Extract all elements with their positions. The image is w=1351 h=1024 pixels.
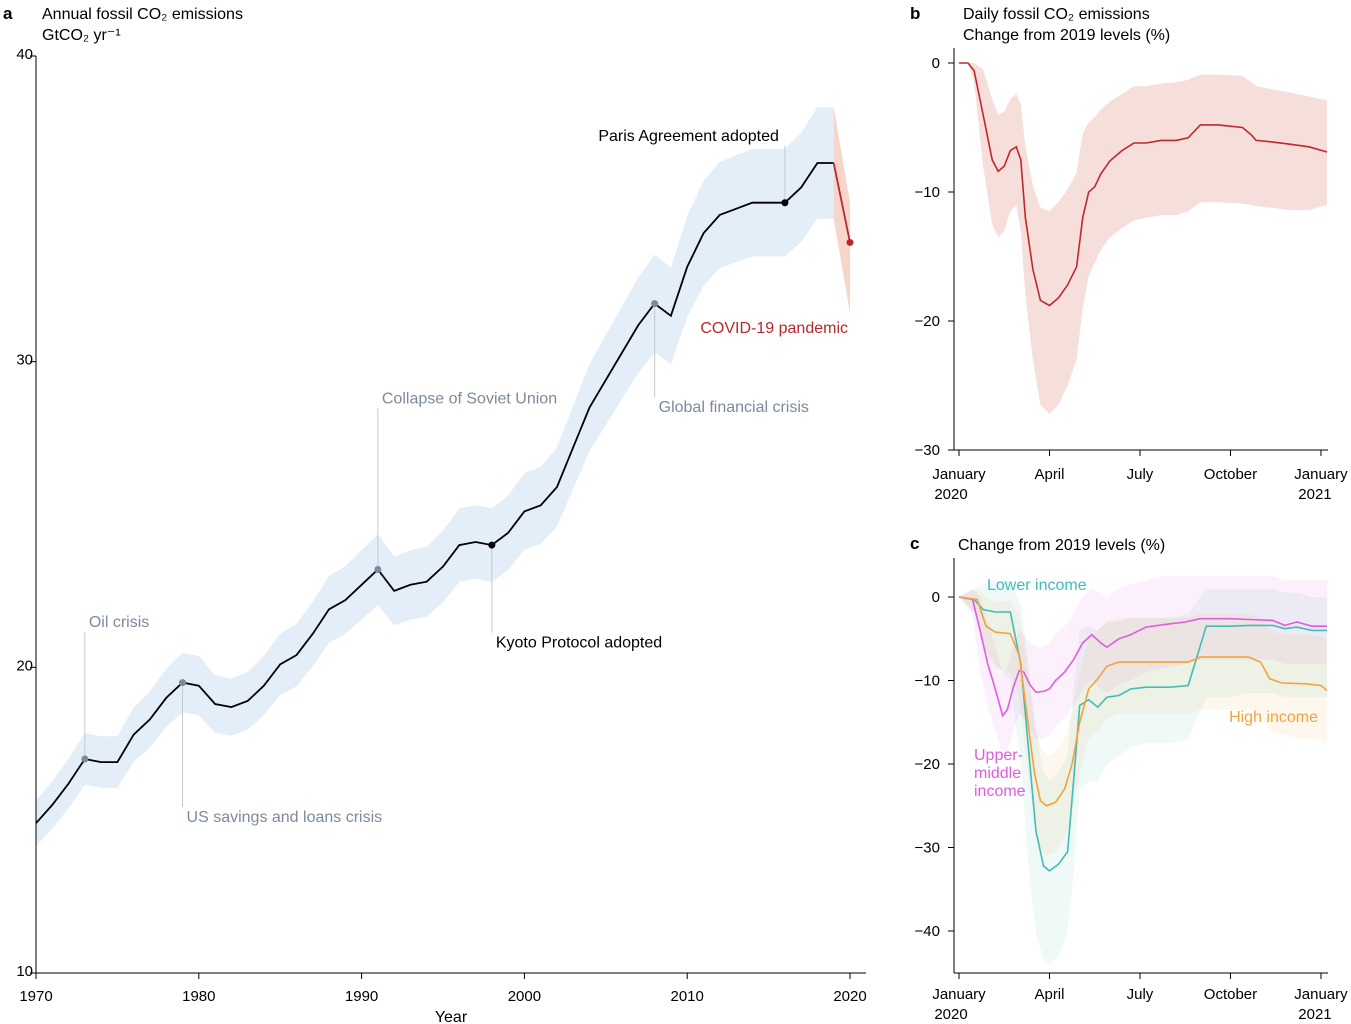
x-tick-label: January	[932, 466, 986, 483]
event-point	[488, 541, 496, 549]
event-label: Collapse of Soviet Union	[382, 391, 557, 408]
x-tick-year-label: 2020	[934, 486, 967, 503]
x-tick-label: October	[1204, 986, 1257, 1003]
x-tick-label: 1990	[345, 988, 378, 1005]
y-tick-label: 0	[932, 589, 940, 606]
x-tick-label: January	[932, 986, 986, 1003]
event-label: Paris Agreement adopted	[598, 128, 779, 145]
y-tick-label: −10	[915, 673, 940, 690]
panel-a-plot: 10 20 30 40 1970 1980 1990 2000 2010 2020 COVID-19…	[16, 46, 866, 1005]
x-tick-label: July	[1127, 986, 1154, 1003]
event-point	[374, 566, 382, 574]
panel-a-unit: GtCO₂ yr⁻¹	[42, 27, 121, 44]
emissions-line	[35, 162, 834, 824]
income-group-line	[958, 596, 1328, 807]
x-tick-label: 2010	[671, 988, 704, 1005]
series-uncertainty-band	[959, 576, 1327, 756]
panel-b-plot: 0 −10 −20 −30 January 2020 April July October Jan…	[915, 48, 1348, 503]
covid-label: COVID-19 pandemic	[700, 320, 848, 337]
daily-uncertainty-band	[959, 63, 1327, 414]
series-uncertainty-band	[959, 580, 1327, 965]
y-tick-label: 0	[932, 55, 940, 72]
y-tick-label: 30	[16, 352, 33, 369]
x-tick-label: October	[1204, 466, 1257, 483]
series-label-line: middle	[974, 765, 1021, 782]
y-tick-label: −20	[915, 313, 940, 330]
y-tick-label: −10	[915, 184, 940, 201]
covid-uncertainty-band	[833, 107, 850, 313]
series-label: Lower income	[987, 577, 1087, 594]
x-tick-label: 2020	[833, 988, 866, 1005]
x-tick-label: April	[1034, 466, 1064, 483]
series-label-line: Upper-	[974, 747, 1023, 764]
panel-a-xlabel: Year	[435, 1009, 468, 1024]
event-label: Oil crisis	[89, 614, 149, 631]
covid-point	[846, 238, 854, 246]
panel-c-plot: 0 −10 −20 −30 −40 January 2020 April July October…	[915, 558, 1348, 1023]
event-point	[179, 679, 187, 687]
series-label-line: High income	[1229, 709, 1318, 726]
panel-b-letter: b	[910, 4, 920, 23]
y-tick-label: −30	[915, 840, 940, 857]
event-point	[651, 300, 659, 308]
series-label-line: Lower income	[987, 577, 1087, 594]
panel-a-title: Annual fossil CO₂ emissions	[42, 6, 243, 23]
panel-b-subtitle: Change from 2019 levels (%)	[963, 27, 1170, 44]
panel-a-letter: a	[3, 4, 13, 23]
series-label-line: income	[974, 783, 1026, 800]
x-tick-label: January	[1294, 466, 1348, 483]
event-point	[81, 755, 89, 763]
event-point	[781, 199, 789, 207]
covid-line	[832, 162, 851, 243]
uncertainty-band	[36, 107, 834, 846]
x-tick-label: 1980	[182, 988, 215, 1005]
y-tick-label: 40	[16, 46, 33, 63]
series-label: High income	[1229, 709, 1318, 726]
y-tick-label: 10	[16, 963, 33, 980]
panel-b-title: Daily fossil CO₂ emissions	[963, 6, 1150, 23]
income-group-line	[958, 596, 1327, 718]
y-tick-label: 20	[16, 657, 33, 674]
panel-c-title: Change from 2019 levels (%)	[958, 537, 1165, 554]
series-label: Upper-middle income	[974, 747, 1026, 800]
x-tick-label: July	[1127, 466, 1154, 483]
y-tick-label: −20	[915, 756, 940, 773]
series-uncertainty-band	[959, 588, 1327, 856]
x-tick-label: January	[1294, 986, 1348, 1003]
y-tick-label: −30	[915, 442, 940, 459]
x-tick-year-label: 2021	[1298, 486, 1331, 503]
event-label: US savings and loans crisis	[187, 809, 383, 826]
event-label: Kyoto Protocol adopted	[496, 635, 662, 652]
x-tick-year-label: 2021	[1298, 1006, 1331, 1023]
daily-change-line	[959, 62, 1328, 307]
x-tick-label: 2000	[508, 988, 541, 1005]
panel-c-letter: c	[910, 534, 919, 553]
x-tick-label: 1970	[19, 988, 52, 1005]
event-label: Global financial crisis	[659, 399, 809, 416]
y-tick-label: −40	[915, 923, 940, 940]
x-tick-label: April	[1034, 986, 1064, 1003]
x-tick-year-label: 2020	[934, 1006, 967, 1023]
